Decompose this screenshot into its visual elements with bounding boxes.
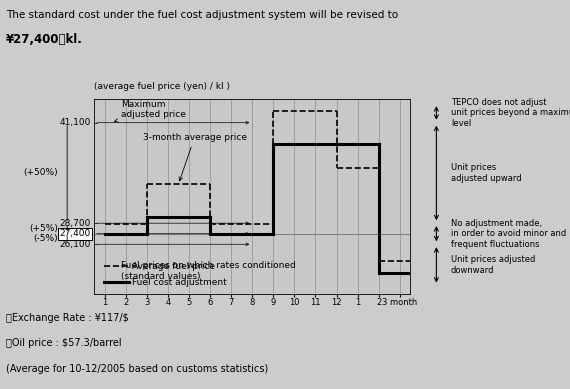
Text: TEPCO does not adjust
unit prices beyond a maximum
level: TEPCO does not adjust unit prices beyond… (451, 98, 570, 128)
Text: Fuel prices on which rates conditioned
(standard values): Fuel prices on which rates conditioned (… (121, 261, 296, 281)
Text: 28,700: 28,700 (59, 219, 91, 228)
Text: (-5%): (-5%) (33, 235, 58, 244)
Text: Fuel cost adjustment: Fuel cost adjustment (132, 277, 227, 287)
Text: 41,100: 41,100 (59, 118, 91, 127)
Text: (average fuel price (yen) / kl ): (average fuel price (yen) / kl ) (94, 82, 230, 91)
Text: (+5%): (+5%) (29, 224, 58, 233)
Text: 3-month average price: 3-month average price (142, 133, 247, 181)
Text: (+50%): (+50%) (23, 168, 58, 177)
Text: Average fuel price: Average fuel price (132, 262, 215, 271)
Text: Unit prices adjusted
downward: Unit prices adjusted downward (451, 255, 535, 275)
Text: 26,100: 26,100 (59, 240, 91, 249)
Text: Unit prices
adjusted upward: Unit prices adjusted upward (451, 163, 522, 183)
Text: The standard cost under the fuel cost adjustment system will be revised to: The standard cost under the fuel cost ad… (6, 10, 398, 20)
Text: Maximum
adjusted price: Maximum adjusted price (115, 100, 186, 122)
Text: No adjustment made,
in order to avoid minor and
frequent fluctuations: No adjustment made, in order to avoid mi… (451, 219, 566, 249)
Text: ・Oil price : $57.3/barrel: ・Oil price : $57.3/barrel (6, 338, 121, 349)
Text: ・Exchange Rate : ¥117/$: ・Exchange Rate : ¥117/$ (6, 313, 128, 323)
Text: ¥27,400／kl.: ¥27,400／kl. (6, 33, 83, 46)
Text: 27,400: 27,400 (60, 229, 91, 238)
Text: (Average for 10-12/2005 based on customs statistics): (Average for 10-12/2005 based on customs… (6, 364, 268, 374)
